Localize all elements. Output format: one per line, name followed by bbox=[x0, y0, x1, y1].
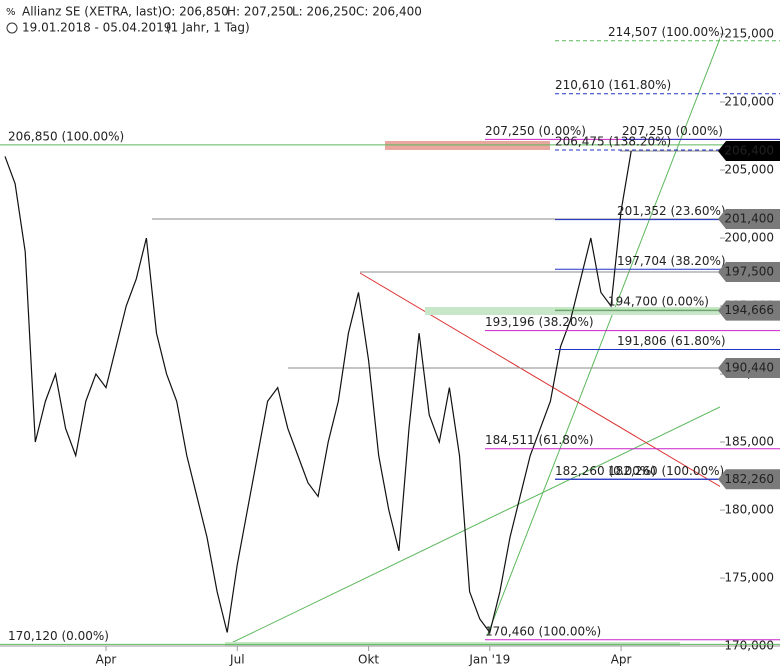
level-label: 193,196 (38.20%) bbox=[485, 315, 594, 329]
price-tag bbox=[718, 140, 780, 161]
y-tick-label: 180,000 bbox=[724, 503, 774, 517]
high: H: 207,250 bbox=[227, 5, 294, 19]
price-tag-label: 201,400 bbox=[724, 211, 774, 225]
level-label: 206,475 (138.20%) bbox=[555, 134, 671, 148]
y-tick-label: 210,000 bbox=[724, 95, 774, 109]
y-tick-label: 215,000 bbox=[724, 27, 774, 41]
level-label: 170,120 (0.00%) bbox=[8, 629, 109, 643]
y-tick-label: 185,000 bbox=[724, 435, 774, 449]
price-tag bbox=[718, 358, 780, 379]
level-label: 182,260 (100.00%) bbox=[608, 464, 724, 478]
price-tag bbox=[718, 208, 780, 229]
level-label: 184,511 (61.80%) bbox=[485, 433, 594, 447]
level-label: 206,850 (100.00%) bbox=[8, 129, 124, 143]
level-label: 207,250 (0.00%) bbox=[622, 124, 723, 138]
clock-icon bbox=[6, 22, 18, 34]
price-tag bbox=[718, 469, 780, 490]
price-tag bbox=[718, 262, 780, 283]
level-label: 182,260 (0.00%) bbox=[555, 464, 656, 478]
price-tag-label: 190,440 bbox=[724, 361, 774, 375]
level-label: 194,700 (0.00%) bbox=[608, 295, 709, 309]
trend-line bbox=[224, 406, 720, 646]
low: L: 206,250 bbox=[292, 5, 356, 19]
price-line bbox=[4, 150, 632, 634]
level-label: 210,610 (161.80%) bbox=[555, 78, 671, 92]
plot bbox=[4, 150, 720, 634]
x-tick-label: Apr bbox=[611, 653, 632, 667]
y-tick-label: 170,000 bbox=[724, 639, 774, 653]
price-tag-label: 197,500 bbox=[724, 265, 774, 279]
price-tag-label: 182,260 bbox=[724, 472, 774, 486]
price-tag-label: 206,400 bbox=[724, 143, 774, 157]
y-tick-label: 205,000 bbox=[724, 163, 774, 177]
price-tag bbox=[718, 300, 780, 321]
date-range: 19.01.2018 - 05.04.2019 bbox=[22, 21, 171, 35]
chart-title: Allianz SE (XETRA, last) bbox=[22, 5, 162, 19]
x-tick-label: Jan '19 bbox=[468, 653, 510, 667]
header: % Allianz SE (XETRA, last) O: 206,850 H:… bbox=[6, 5, 422, 35]
close: C: 206,400 bbox=[356, 5, 422, 19]
y-tick-label: 200,000 bbox=[724, 231, 774, 245]
trend-line bbox=[486, 37, 720, 637]
level-label: 197,704 (38.20%) bbox=[617, 254, 726, 268]
level-label: 201,352 (23.60%) bbox=[617, 204, 726, 218]
period: (1 Jahr, 1 Tag) bbox=[166, 21, 250, 35]
level-label: 191,806 (61.80%) bbox=[617, 334, 726, 348]
level-label: 170,460 (100.00%) bbox=[485, 624, 601, 638]
x-tick-label: Okt bbox=[358, 653, 379, 667]
zone bbox=[225, 642, 680, 646]
x-tick-label: Apr bbox=[96, 653, 117, 667]
level-label: 207,250 (0.00%) bbox=[485, 124, 586, 138]
x-tick-label: Jul bbox=[229, 653, 244, 667]
icon: % bbox=[6, 7, 16, 18]
open: O: 206,850 bbox=[162, 5, 229, 19]
zone bbox=[385, 141, 550, 150]
level-label: 214,507 (100.00%) bbox=[608, 25, 724, 39]
y-tick-label: 175,000 bbox=[724, 571, 774, 585]
price-tag-label: 194,666 bbox=[724, 303, 774, 317]
